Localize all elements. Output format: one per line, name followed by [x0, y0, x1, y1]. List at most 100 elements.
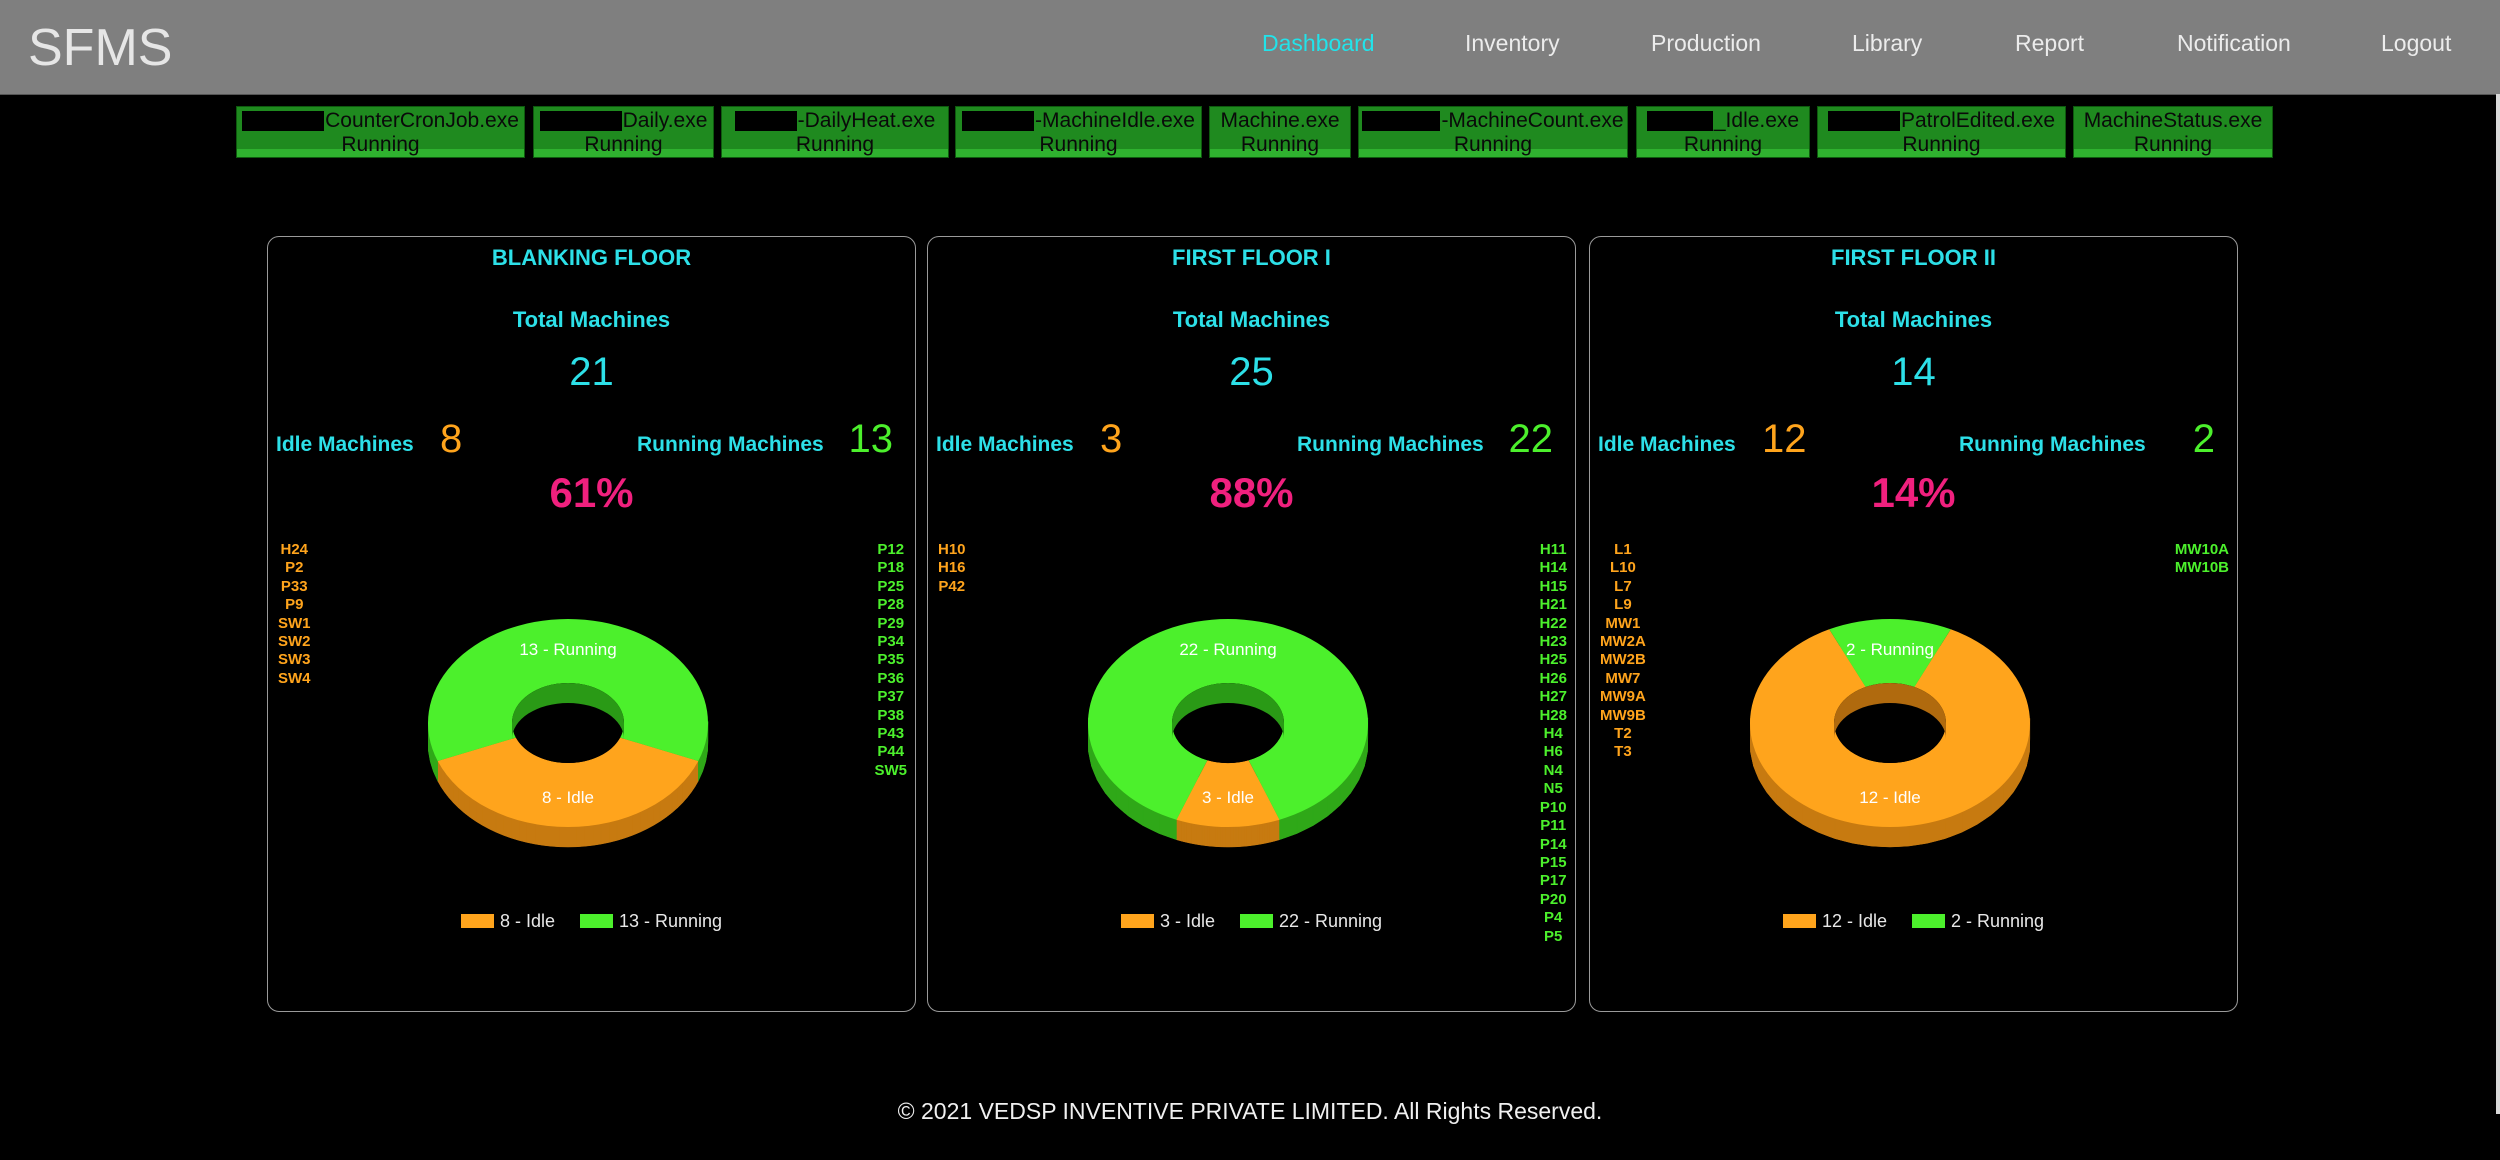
redacted-block	[242, 111, 325, 132]
nav-library[interactable]: Library	[1852, 30, 1923, 56]
machine-id: P10	[1539, 798, 1567, 816]
running-machine-list: H11 H14 H15 H21 H22 H23 H25 H26 H27 H28 H4 H6 N4 N5 P1…	[1539, 541, 1567, 946]
idle-slice-wall	[584, 825, 594, 847]
idle-slice-wall	[1219, 826, 1223, 848]
legend-idle[interactable]: 12 - Idle	[1782, 911, 1887, 932]
job-status-item[interactable]: _Idle.exe Running	[1636, 106, 1810, 158]
chart-legend: 8 - Idle 13 - Running	[268, 911, 915, 932]
utilization-percent: 61%	[549, 469, 634, 516]
redacted-block	[539, 111, 622, 132]
job-status-item[interactable]: MachineStatus.exe Running	[2073, 106, 2273, 158]
running-machine-list: MW10A MW10B	[2175, 541, 2229, 578]
floor-panel-first-floor-i: FIRST FLOOR I Total Machines 25 Idle Mac…	[927, 236, 1576, 1012]
idle-machines-value: 8	[440, 417, 463, 461]
utilization-percent: 88%	[1209, 469, 1294, 516]
job-status-item[interactable]: -MachineCount.exe Running	[1358, 106, 1628, 158]
machine-id: H6	[1543, 743, 1563, 761]
idle-slice-wall	[1233, 826, 1237, 848]
nav-inventory[interactable]: Inventory	[1465, 30, 1560, 56]
donut-inner-wall	[512, 683, 624, 739]
idle-machines-label: Idle Machines	[1598, 433, 1736, 456]
nav-dashboard[interactable]: Dashboard	[1262, 30, 1375, 56]
machine-id: P29	[877, 614, 905, 632]
idle-slice-wall	[1188, 822, 1192, 844]
running-machines-label: Running Machines	[637, 433, 824, 456]
idle-slice-wall	[1852, 822, 1872, 847]
idle-machines-value: 12	[1762, 417, 1807, 461]
idle-slice-wall	[639, 808, 648, 833]
total-machines-label: Total Machines	[1172, 307, 1331, 332]
legend-running[interactable]: 13 - Running	[579, 911, 722, 932]
idle-slice-wall	[469, 796, 477, 822]
donut-inner-wall	[1834, 683, 1946, 739]
machine-id: P14	[1539, 835, 1567, 853]
job-status-text: Running	[1240, 133, 1320, 156]
brand-logo[interactable]: SFMS	[28, 19, 173, 77]
idle-machines-label: Idle Machines	[936, 433, 1074, 456]
job-status-item[interactable]: -MachineIdle.exe Running	[955, 106, 1202, 158]
nav-logout[interactable]: Logout	[2381, 30, 2452, 56]
redacted-block	[1827, 111, 1900, 132]
idle-slice-wall	[1211, 826, 1216, 847]
running-machines-value: 22	[1508, 417, 1554, 461]
machine-id: H26	[1539, 669, 1567, 687]
idle-slice-wall	[1201, 824, 1205, 846]
idle-slice-wall	[1181, 820, 1185, 843]
legend-idle[interactable]: 8 - Idle	[460, 911, 555, 932]
job-status-item[interactable]: PatrolEdited.exe Running	[1817, 106, 2066, 158]
idle-slice-wall	[1889, 825, 1910, 848]
job-status-text: Running	[1683, 133, 1763, 156]
running-slice[interactable]	[1829, 619, 1951, 687]
total-machines-value: 21	[569, 350, 614, 394]
idle-slice-wall	[1178, 820, 1182, 842]
idle-slice[interactable]	[1176, 760, 1280, 827]
machine-id: H22	[1539, 614, 1567, 632]
job-status-item[interactable]: Daily.exe Running	[533, 106, 714, 158]
idle-slice-wall	[1251, 824, 1255, 846]
legend-running[interactable]: 2 - Running	[1912, 911, 2044, 932]
idle-slice-label: 8 - Idle	[542, 788, 594, 807]
machine-id: P36	[877, 669, 905, 687]
idle-slice-wall	[559, 826, 569, 848]
legend-running[interactable]: 22 - Running	[1239, 911, 1382, 932]
idle-slice[interactable]	[437, 737, 699, 827]
idle-slice-wall	[1271, 820, 1275, 843]
legend-idle[interactable]: 3 - Idle	[1120, 911, 1215, 932]
legend-idle-swatch	[460, 914, 494, 928]
idle-slice-wall	[609, 820, 618, 843]
idle-slice-wall	[1274, 820, 1278, 842]
machine-id: P20	[1539, 890, 1567, 908]
donut-chart: 3 - Idle 22 - Running	[1088, 619, 1369, 848]
nav-notification[interactable]: Notification	[2177, 30, 2291, 56]
machine-id: MW9A	[1600, 688, 1646, 706]
machine-id: L9	[1614, 596, 1632, 614]
running-machine-list: P12 P18 P25 P28 P29 P34 P35 P36 P37 P38 P43 P44 SW5	[874, 541, 907, 780]
machine-id: H21	[1539, 596, 1567, 614]
idle-machine-list: L1 L10 L7 L9 MW1 MW2A MW2B MW7 MW9A MW9B T2 T3	[1600, 541, 1646, 762]
idle-slice[interactable]	[1750, 629, 2030, 827]
idle-slice-wall	[542, 825, 552, 847]
machine-id: SW1	[278, 614, 311, 632]
job-status-item[interactable]: Machine.exe Running	[1209, 106, 1351, 158]
nav-production[interactable]: Production	[1651, 30, 1761, 56]
job-status-text: Running	[1902, 133, 1981, 156]
idle-slice-wall	[1870, 825, 1891, 848]
idle-slice-wall	[1222, 826, 1226, 848]
machine-id: SW2	[278, 633, 311, 651]
idle-slice-wall	[576, 825, 585, 848]
idle-slice-wall	[659, 796, 667, 822]
idle-slice-wall	[551, 825, 560, 848]
idle-slice-wall	[1269, 821, 1273, 843]
running-slice[interactable]	[428, 619, 708, 761]
machine-id: P34	[877, 633, 905, 651]
job-status-item[interactable]: -DailyHeat.exe Running	[721, 106, 949, 158]
machine-id: H16	[938, 559, 966, 577]
nav-report[interactable]: Report	[2015, 30, 2085, 56]
running-slice-label: 13 - Running	[519, 640, 616, 659]
job-status-item[interactable]: CounterCronJob.exe Running	[236, 106, 525, 158]
machine-id: P5	[1544, 927, 1563, 945]
machine-id: P4	[1544, 909, 1563, 927]
floor-panel-first-floor-ii: FIRST FLOOR II Total Machines 14 Idle Ma…	[1589, 236, 2238, 1012]
running-slice[interactable]	[1088, 619, 1368, 820]
machine-id: P2	[285, 559, 304, 577]
